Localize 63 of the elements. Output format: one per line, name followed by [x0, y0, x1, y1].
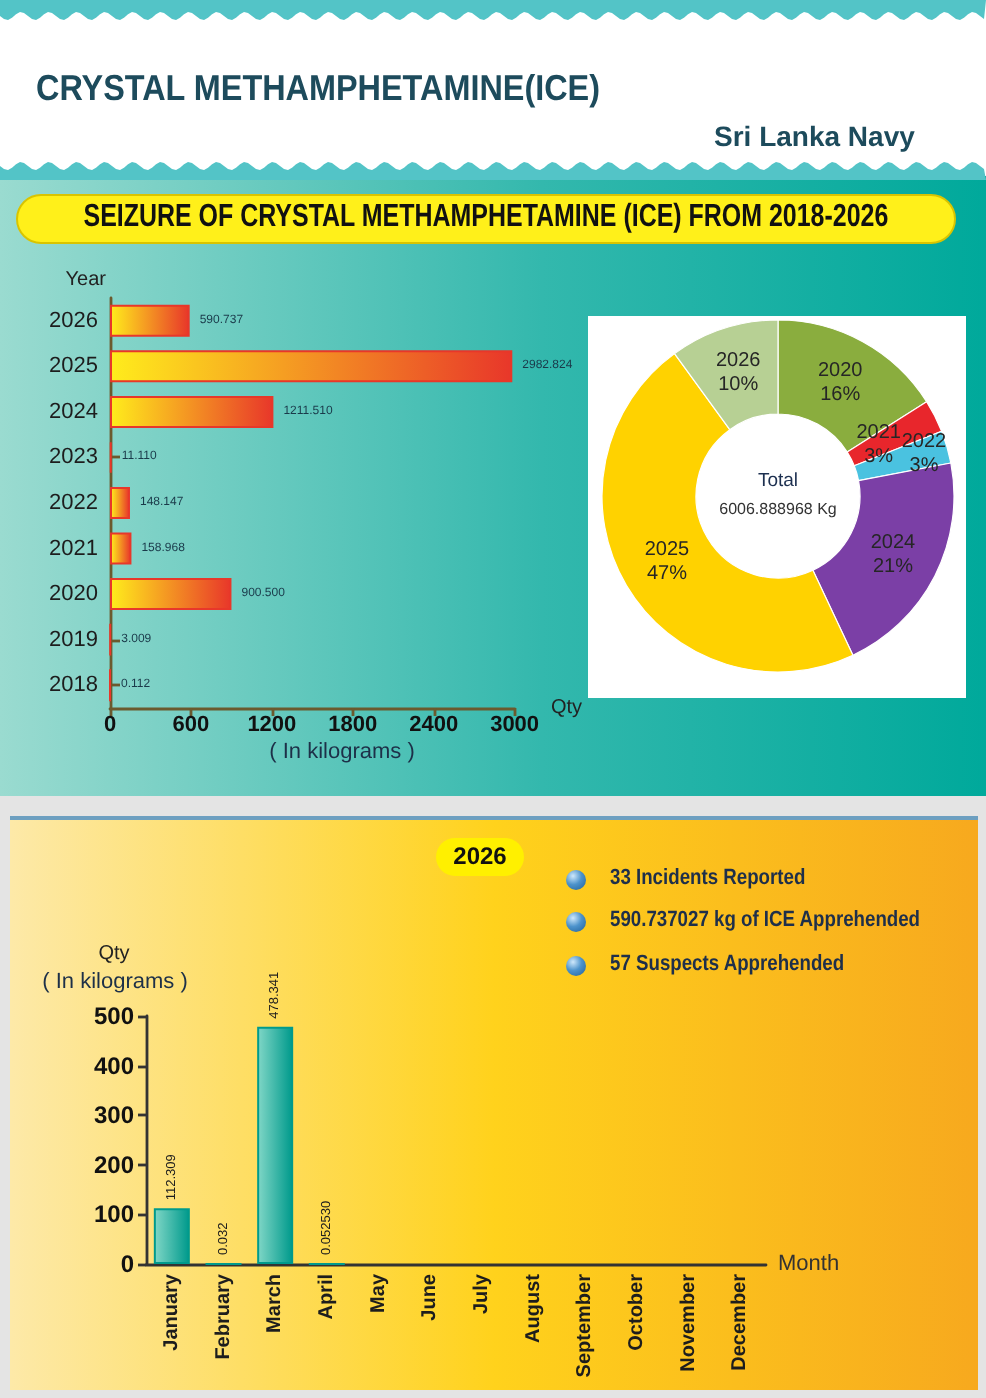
text: Sri Lanka Navy [714, 120, 915, 153]
y-tick-label: 2022 [49, 491, 98, 515]
x-tick-label: 3000 [490, 713, 540, 737]
x-axis-title: Month [778, 1252, 840, 1276]
text: 590.737027 kg of ICE Apprehended [610, 908, 921, 934]
x-tick-label: November [677, 1273, 700, 1372]
text: Total [757, 470, 799, 494]
y-tick-label: 2023 [49, 445, 98, 470]
y-tick-label: 400 [93, 1051, 135, 1080]
y-tick-label: 2021 [49, 536, 98, 561]
y-tick-label: 200 [93, 1150, 135, 1179]
slice-label: 2025 [644, 538, 691, 561]
x-tick-label: 2400 [409, 713, 459, 737]
x-tick-label: April [315, 1273, 338, 1320]
x-tick-label: January [160, 1273, 183, 1351]
y-tick-label: 2020 [49, 582, 98, 607]
x-tick-label: 1800 [328, 713, 378, 737]
x-tick-label: August [522, 1272, 545, 1343]
x-tick-label: June [419, 1273, 442, 1321]
y-tick-label: 2019 [49, 627, 98, 652]
data-label: 21% [872, 555, 914, 578]
bar [110, 350, 513, 383]
y-axis-title: Qty [98, 943, 130, 965]
x-axis-title: Qty [550, 697, 583, 719]
x-tick-label: 600 [172, 713, 210, 737]
x-tick-label: May [367, 1273, 390, 1313]
y-tick-label: 2024 [49, 399, 98, 424]
x-tick-label: July [470, 1273, 493, 1315]
bar [110, 532, 132, 565]
bar [110, 304, 190, 337]
data-label: 10% [718, 374, 759, 397]
chart-title: CRYSTAL METHAMPHETAMINE(ICE) [36, 68, 600, 110]
bar [110, 578, 232, 611]
y-tick-label: 2025 [49, 354, 98, 379]
text: 6006.888968 Kg [719, 500, 837, 519]
bar [257, 1026, 294, 1264]
text: 57 Suspects Apprehended [610, 952, 845, 978]
data-label: 47% [646, 562, 688, 585]
y-tick-label: 100 [93, 1200, 135, 1229]
y-tick-label: 500 [93, 1002, 135, 1030]
chart-subtitle: SEIZURE OF CRYSTAL METHAMPHETAMINE (ICE) FROM 2018-2026 [83, 200, 889, 238]
x-tick-label: March [264, 1274, 287, 1333]
text: ( In kilograms ) [42, 970, 188, 996]
y-tick-label: 0 [120, 1250, 135, 1278]
y-tick-label: 2026 [49, 308, 98, 333]
bar [153, 1208, 190, 1264]
x-tick-label: September [574, 1273, 597, 1378]
x-tick-label: February [212, 1273, 235, 1360]
slice-label: 2020 [817, 359, 864, 382]
x-tick-label: October [625, 1273, 648, 1351]
data-label: 16% [820, 383, 861, 406]
y-tick-label: 300 [93, 1101, 135, 1130]
bar [110, 395, 274, 428]
x-tick-label: December [729, 1273, 752, 1371]
chart-title: 2026 [453, 841, 507, 871]
text: 33 Incidents Reported [610, 866, 806, 892]
slice-label: 2024 [870, 531, 917, 554]
text: ( In kilograms ) [269, 740, 415, 766]
bar [110, 487, 130, 519]
slice-label: 2026 [715, 350, 762, 373]
x-tick-label: 1200 [247, 713, 297, 737]
y-tick-label: 2018 [49, 673, 98, 698]
y-axis-title: Year [65, 269, 108, 291]
